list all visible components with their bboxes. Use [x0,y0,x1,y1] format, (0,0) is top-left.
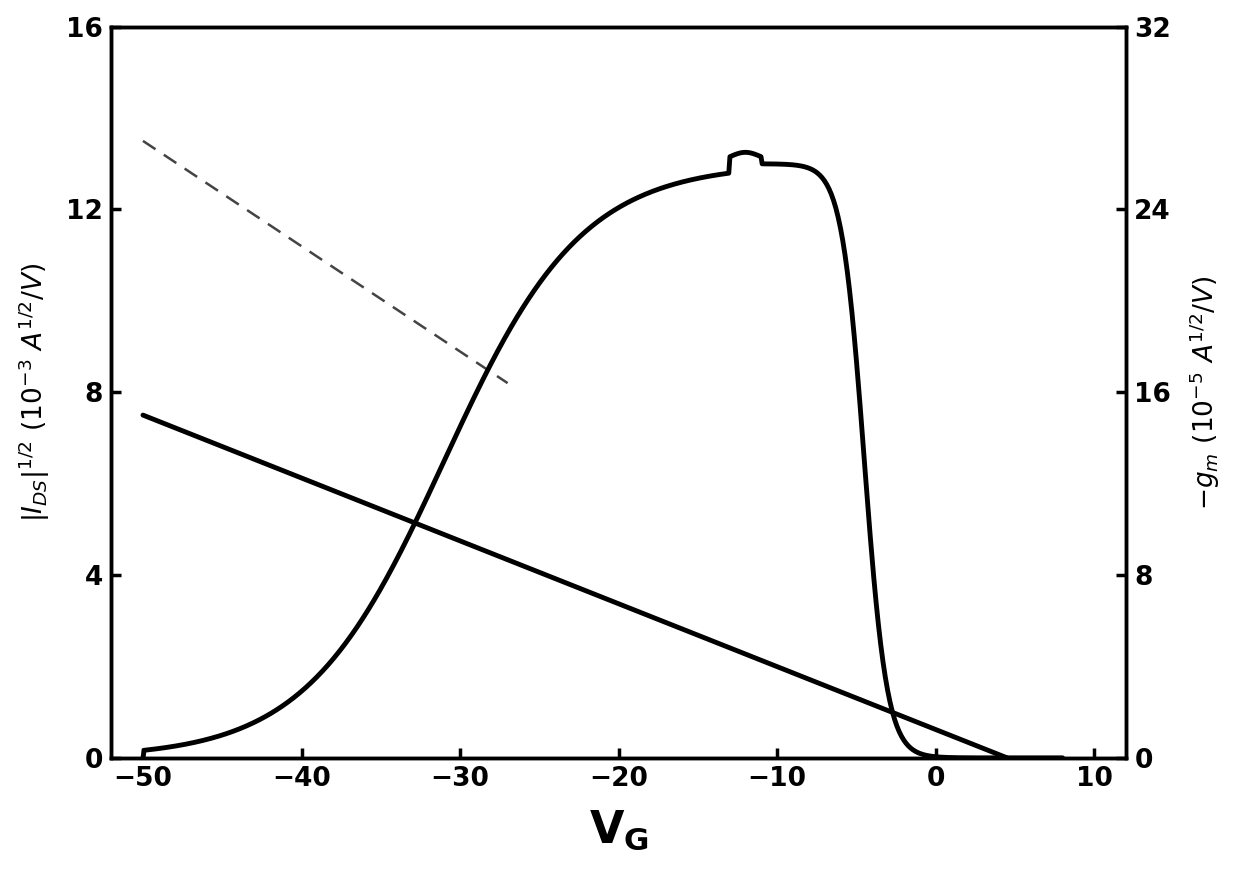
Y-axis label: $|I_{DS}|^{1/2}$ $(10^{-3}$ $A^{1/2}/V)$: $|I_{DS}|^{1/2}$ $(10^{-3}$ $A^{1/2}/V)$ [16,262,52,522]
Y-axis label: $-g_m$ $(10^{-5}$ $A^{1/2}/V)$: $-g_m$ $(10^{-5}$ $A^{1/2}/V)$ [1188,275,1223,509]
X-axis label: $\mathbf{V_G}$: $\mathbf{V_G}$ [589,809,648,852]
